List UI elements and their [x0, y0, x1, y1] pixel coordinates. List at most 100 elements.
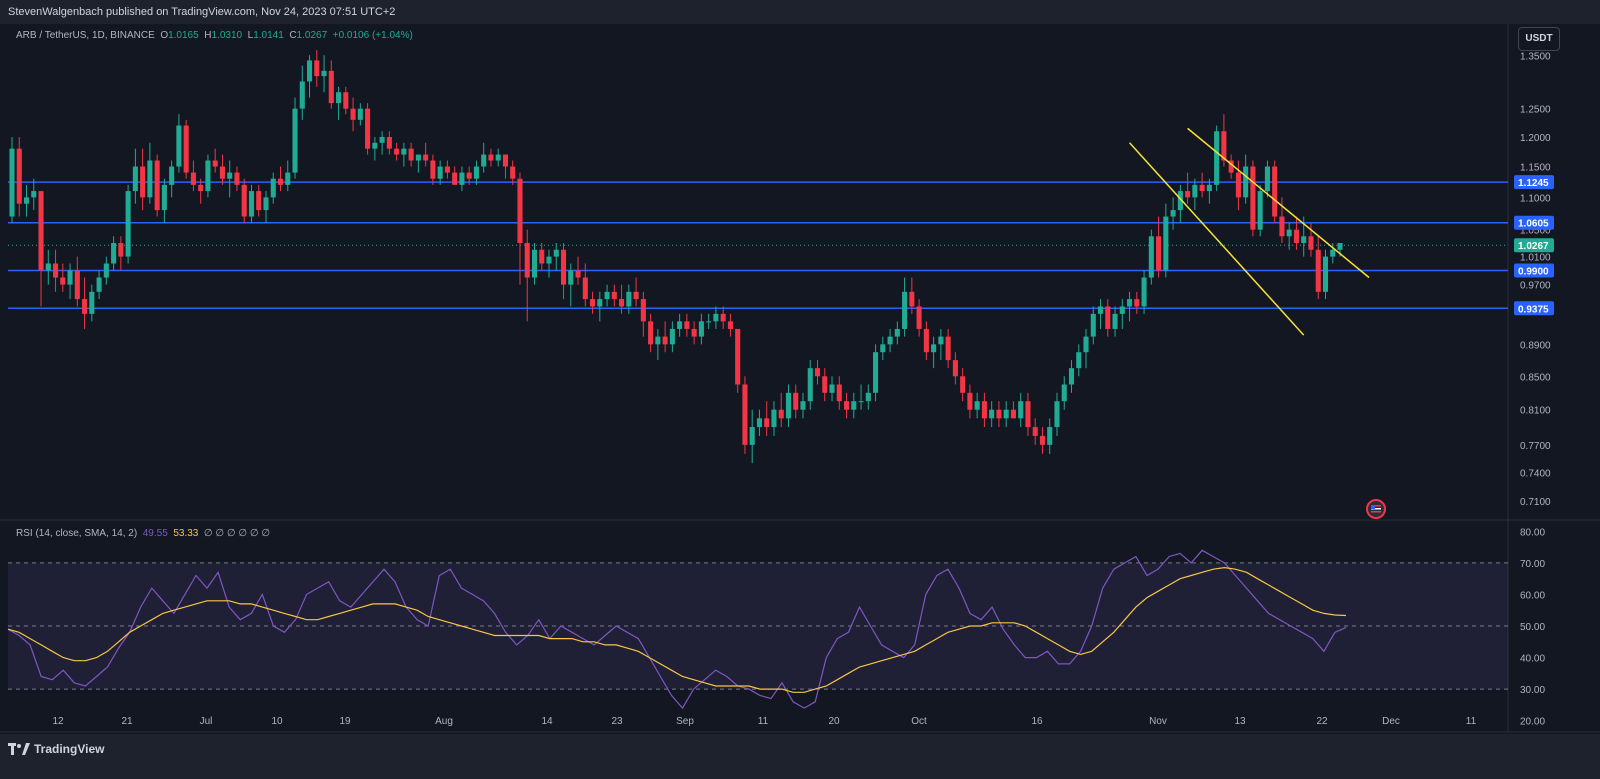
- candle-body: [814, 368, 821, 377]
- level-price-label: 0.9375: [1518, 304, 1549, 315]
- candle-body: [1076, 352, 1082, 369]
- candle-body: [234, 172, 240, 185]
- rsi-label[interactable]: RSI (14, close, SMA, 14, 2): [16, 528, 138, 539]
- candle-body: [74, 270, 80, 300]
- candle-body: [546, 256, 552, 264]
- candle-body: [1068, 368, 1075, 385]
- rsi-value: 49.55: [142, 528, 168, 539]
- candle-body: [865, 392, 871, 402]
- time-tick-label: 11: [1466, 716, 1477, 727]
- candle-body: [648, 321, 654, 345]
- candle-body: [981, 401, 987, 419]
- candle-body: [524, 242, 530, 278]
- candle-body: [1032, 427, 1038, 436]
- candle-body: [749, 427, 755, 445]
- last-price-label: 1.0267: [1518, 241, 1549, 252]
- candle-body: [1243, 166, 1249, 198]
- candle-body: [1054, 401, 1060, 428]
- candle-body: [1003, 409, 1009, 419]
- candle-body: [836, 384, 842, 402]
- candle-body: [1047, 427, 1053, 445]
- candle-body: [321, 70, 327, 77]
- candle-body: [1061, 384, 1067, 402]
- time-tick-label: 13: [1234, 716, 1246, 727]
- tradingview-brand: TradingView: [34, 742, 105, 756]
- candle-body: [147, 160, 153, 198]
- candle-body: [1228, 160, 1234, 173]
- candle-body: [241, 184, 247, 217]
- candle-body: [495, 154, 501, 161]
- us-flag-icon[interactable]: [1366, 499, 1386, 519]
- candle-body: [1214, 131, 1220, 185]
- candle-body: [1141, 277, 1147, 307]
- change-value: +0.0106 (+1.04%): [332, 30, 413, 41]
- candle-body: [669, 328, 675, 345]
- rsi-sma-line: [7, 566, 1347, 693]
- candle-body: [539, 249, 545, 264]
- candle-body: [1170, 210, 1176, 217]
- candle-body: [952, 360, 958, 377]
- candle-body: [270, 178, 276, 198]
- level-price-label: 1.1245: [1518, 178, 1549, 189]
- price-tick-label: 0.8900: [1520, 340, 1551, 351]
- candle-body: [227, 172, 233, 179]
- published-text: StevenWalgenbach published on TradingVie…: [8, 6, 396, 18]
- candle-body: [408, 148, 414, 161]
- candle-body: [53, 263, 59, 278]
- level-price-tag: [1514, 301, 1554, 316]
- channel-trendline: [1187, 127, 1370, 279]
- level-price-label: 0.9900: [1518, 266, 1549, 277]
- candle-body: [1192, 184, 1198, 198]
- candle-body: [1112, 313, 1118, 329]
- candle-body: [568, 270, 574, 285]
- candle-body: [727, 321, 733, 329]
- time-tick-label: Aug: [435, 716, 453, 727]
- rsi-tick-label: 70.00: [1520, 559, 1545, 570]
- candle-body: [1330, 249, 1336, 257]
- candle-body: [306, 60, 313, 82]
- candle-body: [858, 401, 864, 403]
- time-tick-label: Oct: [911, 716, 927, 727]
- candle-body: [502, 154, 509, 167]
- symbol-legend: ARB / TetherUS, 1D, BINANCE O1.0165 H1.0…: [16, 30, 413, 41]
- candle-body: [1221, 131, 1227, 161]
- candle-body: [365, 108, 371, 149]
- candle-body: [938, 336, 944, 345]
- tradingview-logo-icon: [8, 743, 30, 755]
- candle-body: [902, 291, 908, 329]
- candle-body: [1127, 299, 1133, 307]
- price-tick-label: 1.1500: [1520, 163, 1551, 174]
- candle-body: [60, 277, 66, 285]
- high-label: H: [204, 30, 212, 41]
- candle-body: [386, 136, 392, 149]
- candle-body: [350, 108, 356, 120]
- price-tick-label: 1.3500: [1520, 51, 1551, 62]
- candle-body: [125, 191, 131, 257]
- candle-body: [219, 166, 225, 179]
- candle-body: [923, 328, 929, 353]
- candle-body: [996, 409, 1002, 419]
- level-price-tag: [1514, 215, 1554, 230]
- candle-body: [437, 166, 443, 179]
- candle-body: [1206, 184, 1212, 192]
- candle-body: [1018, 401, 1024, 419]
- candle-body: [372, 142, 378, 149]
- level-price-tag: [1514, 263, 1554, 278]
- currency-button[interactable]: USDT: [1518, 27, 1560, 51]
- candle-body: [887, 336, 893, 345]
- candle-body: [96, 277, 102, 292]
- candle-body: [575, 270, 581, 278]
- candle-body: [916, 306, 922, 329]
- candle-body: [1134, 299, 1140, 307]
- candle-body: [1083, 336, 1089, 353]
- symbol-name[interactable]: ARB / TetherUS, 1D, BINANCE: [16, 30, 155, 41]
- level-price-label: 1.0605: [1518, 219, 1549, 230]
- candle-body: [481, 154, 487, 167]
- candle-body: [256, 191, 262, 211]
- rsi-tick-label: 60.00: [1520, 590, 1545, 601]
- candle-body: [1337, 242, 1343, 250]
- candle-body: [894, 328, 900, 337]
- candle-body: [684, 321, 690, 329]
- tradingview-logo[interactable]: TradingView: [8, 742, 104, 756]
